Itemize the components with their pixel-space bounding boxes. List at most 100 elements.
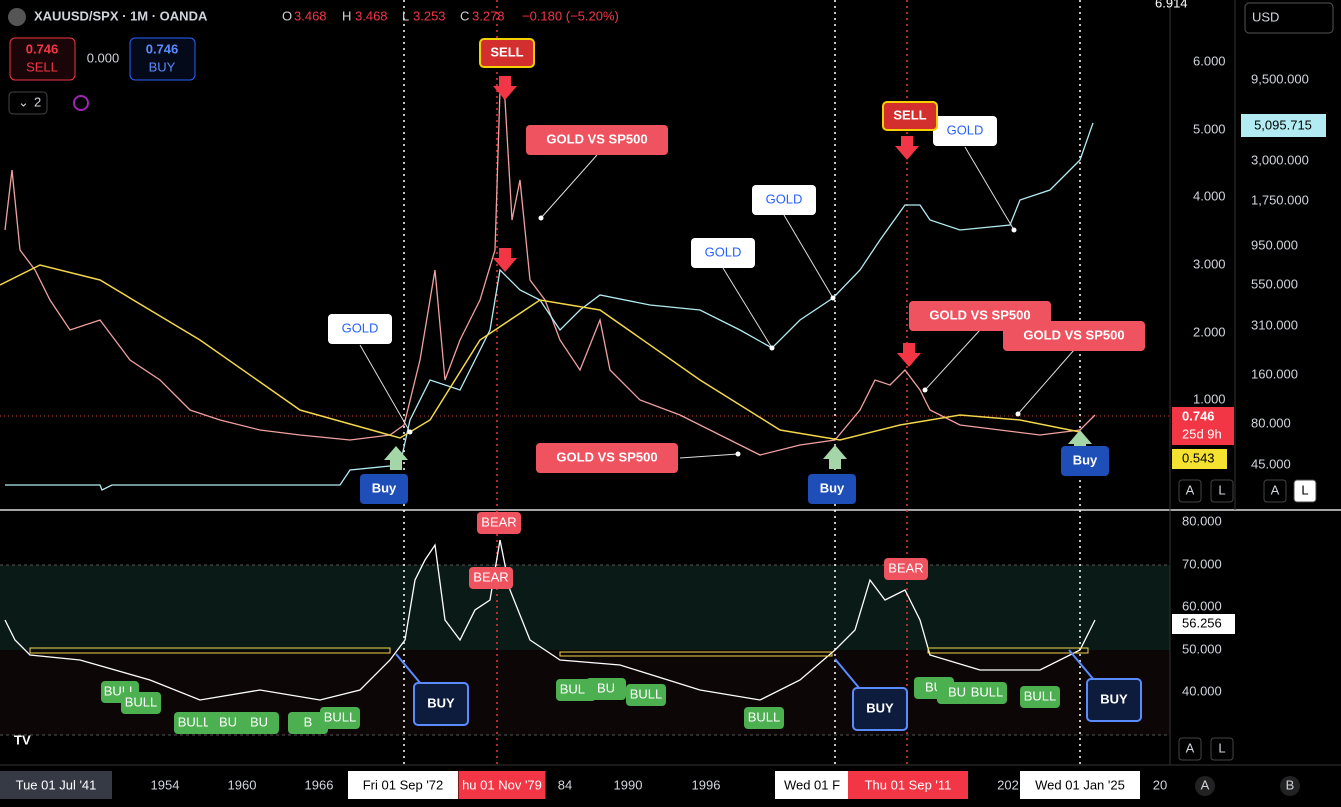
footer-button-label: B xyxy=(1286,777,1295,792)
buy-signal: Buy xyxy=(820,480,845,495)
range-boxes xyxy=(29,647,1089,657)
indicator-toggle[interactable] xyxy=(8,91,48,115)
gold-callout: GOLD xyxy=(766,191,803,206)
leader-dot xyxy=(407,429,413,435)
gold-tick: 160.000 xyxy=(1251,366,1298,381)
sell-arrow xyxy=(897,343,921,367)
time-tick: hu 01 Nov '79 xyxy=(462,777,542,792)
scale-button-label: A xyxy=(1271,482,1280,497)
gold-vs-sp500-callout-box xyxy=(536,443,678,473)
scale-button[interactable] xyxy=(1293,479,1317,503)
gold-tick: 9,500.000 xyxy=(1251,71,1309,86)
upper-zone xyxy=(0,565,1170,650)
indicator-tick: 80.000 xyxy=(1182,513,1222,528)
buy-label: BUY xyxy=(149,59,176,74)
scale-button-label: A xyxy=(1186,740,1195,755)
buy-signal: Buy xyxy=(1073,452,1098,467)
buy-pointer xyxy=(834,658,861,690)
indicator-buy-signal: BUY xyxy=(866,700,894,715)
time-tick: Wed 01 Jan '25 xyxy=(1035,777,1125,792)
buy-price: 0.746 xyxy=(146,41,179,56)
bull-signal-box xyxy=(288,712,328,734)
time-label-bg xyxy=(458,771,546,799)
footer-button[interactable] xyxy=(1280,776,1300,796)
bull-signal: BULL xyxy=(971,684,1004,699)
leader-dot xyxy=(1015,411,1021,417)
bear-signal: BEAR xyxy=(481,514,516,529)
buy-button[interactable] xyxy=(129,37,196,81)
scale-button[interactable] xyxy=(1210,479,1234,503)
leader-dot xyxy=(538,215,544,221)
buy-arrow xyxy=(823,445,847,469)
buy-pointer xyxy=(1068,649,1095,681)
bull-signal: BULL xyxy=(125,694,158,709)
sell-signal: SELL xyxy=(490,44,523,59)
bear-signal: BEAR xyxy=(888,560,923,575)
time-tick: 1996 xyxy=(692,777,721,792)
bull-signal-box xyxy=(208,712,248,734)
bull-signal: BU xyxy=(948,684,966,699)
scale-button[interactable] xyxy=(1210,737,1234,761)
time-tick: Thu 01 Sep '11 xyxy=(865,777,952,792)
price-tick: 3.000 xyxy=(1193,256,1226,271)
scale-button[interactable] xyxy=(1263,479,1287,503)
gold-last: 5,095.715 xyxy=(1254,117,1312,132)
leader-line xyxy=(722,267,773,349)
bull-signal-box xyxy=(586,678,626,700)
sell-label: SELL xyxy=(26,59,58,74)
leader-line xyxy=(1017,349,1075,415)
time-tick: 1966 xyxy=(305,777,334,792)
bull-signal-box xyxy=(967,682,1007,704)
bull-signal-box xyxy=(121,692,161,714)
bull-signal: BU xyxy=(250,714,268,729)
bear-signal-box xyxy=(469,567,513,589)
ohlc-label: O xyxy=(282,8,292,23)
ohlc-label: H xyxy=(342,8,351,23)
bull-signal-box xyxy=(626,684,666,706)
indicator-last: 56.256 xyxy=(1182,615,1222,630)
currency-select[interactable] xyxy=(1244,2,1334,34)
sell-signal-box xyxy=(882,101,938,131)
price-tick: 4.000 xyxy=(1193,188,1226,203)
ohlc-value: 3.278 xyxy=(472,8,505,23)
leader-line xyxy=(783,214,834,299)
gold-vs-sp500-callout: GOLD VS SP500 xyxy=(556,449,657,464)
time-tick: Fri 01 Sep '72 xyxy=(363,777,444,792)
logo: TV xyxy=(14,732,31,747)
gold-callout: GOLD xyxy=(342,320,379,335)
gold-tick: 3,000.000 xyxy=(1251,152,1309,167)
time-label-bg xyxy=(348,771,458,799)
bull-signal: BULL xyxy=(178,714,211,729)
price-tick: 2.000 xyxy=(1193,324,1226,339)
indicator-line xyxy=(4,539,1096,701)
leader-dot xyxy=(769,345,775,351)
indicator-tick: 40.000 xyxy=(1182,683,1222,698)
time-label-bg xyxy=(1020,771,1140,799)
gold-tick: 550.000 xyxy=(1251,276,1298,291)
sync-icon[interactable] xyxy=(73,95,89,111)
bull-signal: BULL xyxy=(324,709,357,724)
ohlc-value: 3.253 xyxy=(413,8,446,23)
indicator-tick: 70.000 xyxy=(1182,556,1222,571)
countdown: 25d 9h xyxy=(1182,426,1222,441)
time-tick: 202 xyxy=(997,777,1019,792)
bull-signal: BULL xyxy=(1024,688,1057,703)
sell-button[interactable] xyxy=(9,37,76,81)
time-tick: 84 xyxy=(558,777,572,792)
symbol: XAUUSD/SPX · 1M · OANDA xyxy=(34,8,208,23)
leader-line xyxy=(924,329,981,391)
buy-arrow xyxy=(384,446,408,470)
gold-last-badge xyxy=(1241,114,1326,137)
last-badge xyxy=(1172,407,1234,445)
ohlc-label: L xyxy=(402,8,409,23)
bull-signal-box xyxy=(1020,686,1060,708)
last-price: 0.746 xyxy=(1182,408,1215,423)
gold-tick: 80.000 xyxy=(1251,415,1291,430)
scale-button[interactable] xyxy=(1178,737,1202,761)
scale-button[interactable] xyxy=(1178,479,1202,503)
buy-signal-box xyxy=(808,474,856,504)
price-tick: 5.000 xyxy=(1193,121,1226,136)
indicator-buy-signal: BUY xyxy=(1100,691,1128,706)
footer-button[interactable] xyxy=(1195,776,1215,796)
